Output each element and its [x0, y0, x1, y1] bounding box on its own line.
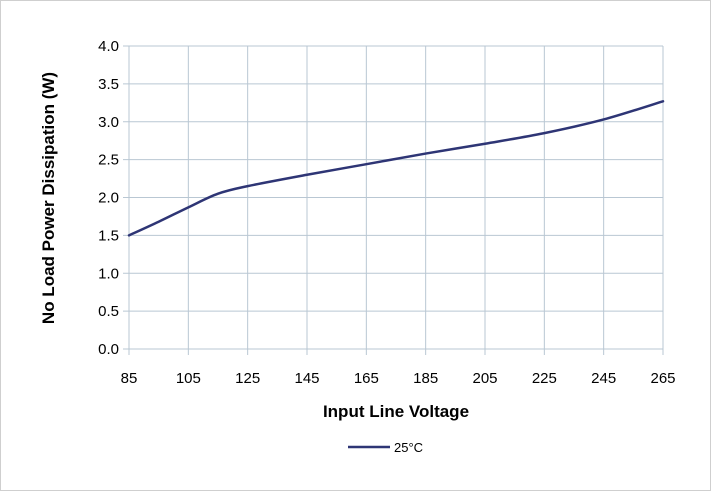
x-axis-title: Input Line Voltage: [323, 402, 469, 421]
y-tick-label: 2.0: [98, 190, 119, 207]
x-tick-label: 245: [591, 370, 616, 387]
series-line-25c: [127, 100, 665, 237]
y-tick-label: 3.5: [98, 76, 119, 93]
y-axis-title: No Load Power Dissipation (W): [39, 72, 58, 324]
grid: [123, 45, 664, 355]
x-tick-label: 225: [532, 370, 557, 387]
x-tick-label: 105: [176, 370, 201, 387]
x-tick-label: 165: [354, 370, 379, 387]
x-tick-label: 205: [472, 370, 497, 387]
x-tick-label: 185: [413, 370, 438, 387]
y-tick-label: 0.5: [98, 303, 119, 320]
y-tick-label: 2.5: [98, 152, 119, 169]
y-tick-label: 4.0: [98, 38, 119, 55]
y-axis-ticks: 0.0 0.5 1.0 1.5 2.0 2.5 3.0 3.5 4.0: [98, 38, 119, 358]
x-tick-label: 125: [235, 370, 260, 387]
legend-label-25c: 25°C: [394, 440, 423, 455]
x-tick-label: 265: [650, 370, 675, 387]
y-tick-label: 1.0: [98, 265, 119, 282]
x-tick-label: 145: [294, 370, 319, 387]
x-axis-ticks: 85 105 125 145 165 185 205 225 245 265: [121, 370, 676, 387]
series-layer: [127, 100, 665, 237]
y-tick-label: 1.5: [98, 227, 119, 244]
y-tick-label: 0.0: [98, 341, 119, 358]
x-tick-label: 85: [121, 370, 138, 387]
y-tick-label: 3.0: [98, 114, 119, 131]
legend: 25°C: [348, 440, 423, 455]
